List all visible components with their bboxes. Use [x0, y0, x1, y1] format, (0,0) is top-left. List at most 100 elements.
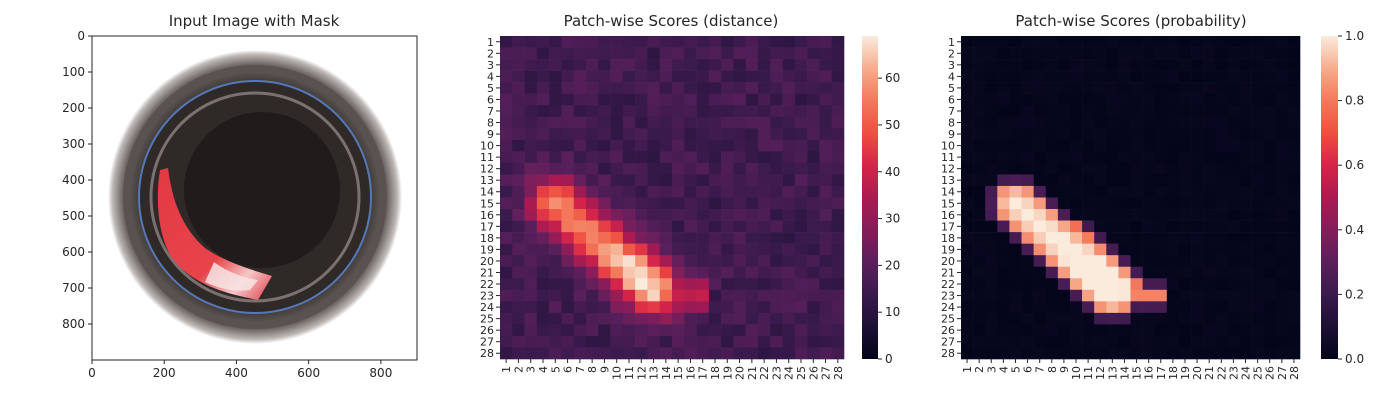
heatmap-cell	[1227, 197, 1240, 210]
heatmap-cell	[1057, 47, 1071, 60]
heatmap-cell	[659, 347, 673, 360]
heatmap-cell	[524, 116, 538, 129]
heatmap-cell	[985, 174, 998, 187]
heatmap-cell	[1178, 47, 1192, 60]
heatmap-cell	[807, 128, 820, 141]
heatmap-cell	[561, 36, 575, 48]
y-tick-label: 2	[487, 47, 494, 60]
heatmap-cell	[1178, 209, 1192, 221]
heatmap-cell	[758, 174, 771, 187]
heatmap-cell	[684, 232, 697, 244]
heatmap-cell	[635, 70, 648, 83]
heatmap-cell	[672, 105, 685, 118]
x-tick-label: 10	[1070, 366, 1083, 380]
heatmap-cell	[1203, 243, 1216, 256]
heatmap-cell	[1239, 116, 1252, 129]
heatmap-cell	[1142, 243, 1156, 256]
heatmap-cell	[647, 243, 661, 256]
heatmap-cell	[1118, 255, 1131, 268]
heatmap-cell	[1166, 266, 1180, 279]
heatmap-cell	[672, 278, 685, 291]
heatmap-cell	[831, 82, 845, 94]
panel-title: Patch-wise Scores (probability)	[1015, 12, 1246, 30]
y-tick-label: 4	[948, 70, 955, 83]
heatmap-cell	[721, 347, 734, 360]
heatmap-cell	[1057, 301, 1071, 314]
heatmap-cell	[1154, 70, 1168, 83]
y-tick-label: 21	[480, 266, 494, 279]
heatmap-cell	[721, 278, 734, 291]
heatmap-cell	[1154, 335, 1168, 348]
y-tick-label: 700	[62, 281, 85, 295]
heatmap-cell	[758, 128, 771, 141]
heatmap-cell	[1239, 255, 1252, 268]
heatmap-cell	[721, 162, 734, 175]
heatmap-cell	[1009, 128, 1022, 141]
heatmap-cell	[622, 255, 636, 268]
x-tick-label: 5	[549, 366, 562, 373]
heatmap-cell	[500, 335, 513, 348]
heatmap-cell	[561, 105, 575, 118]
heatmap-cell	[782, 70, 796, 83]
heatmap-cell	[1275, 347, 1289, 360]
heatmap-cell	[1203, 174, 1216, 187]
heatmap-cell	[1045, 162, 1059, 175]
heatmap-cell	[1069, 139, 1083, 152]
heatmap-cell	[831, 255, 845, 268]
heatmap-cell	[997, 116, 1010, 129]
heatmap-cell	[794, 151, 808, 164]
heatmap-cell	[586, 151, 599, 164]
heatmap-cell	[1130, 197, 1143, 210]
heatmap-cell	[1251, 116, 1264, 129]
heatmap-cell	[1033, 36, 1047, 48]
heatmap-cell	[831, 232, 845, 244]
heatmap-cell	[794, 70, 808, 83]
heatmap-cell	[1203, 289, 1216, 302]
heatmap-cell	[1082, 93, 1095, 106]
heatmap-cell	[1154, 347, 1168, 360]
heatmap-cell	[549, 324, 562, 337]
heatmap-cell	[1069, 301, 1083, 314]
heatmap-cell	[819, 139, 833, 152]
heatmap-cell	[647, 139, 661, 152]
heatmap-cell	[512, 93, 525, 106]
heatmap-cell	[1118, 185, 1131, 198]
heatmap-cell	[586, 312, 599, 325]
heatmap-cell	[733, 36, 747, 48]
heatmap-cell	[831, 301, 845, 314]
heatmap-cell	[1287, 324, 1301, 337]
heatmap-cell	[500, 255, 513, 268]
heatmap-cell	[1239, 70, 1252, 83]
heatmap-cell	[573, 139, 587, 152]
heatmap-cell	[1251, 59, 1264, 71]
x-tick-label: 23	[770, 366, 783, 380]
heatmap-cell	[1287, 220, 1301, 233]
heatmap-cell	[696, 116, 710, 129]
heatmap-cell	[819, 232, 833, 244]
heatmap-cell	[1057, 82, 1071, 94]
heatmap-cell	[659, 278, 673, 291]
heatmap-cell	[647, 312, 661, 325]
heatmap-cell	[1106, 36, 1119, 48]
heatmap-cell	[831, 47, 845, 60]
heatmap-cell	[573, 232, 587, 244]
heatmap-cell	[610, 243, 624, 256]
heatmap-cell	[831, 116, 845, 129]
heatmap-cell	[1239, 335, 1252, 348]
y-tick-label: 2	[948, 47, 955, 60]
heatmap-cell	[708, 116, 722, 129]
heatmap-cell	[1178, 347, 1192, 360]
heatmap-cell	[573, 47, 587, 60]
heatmap-cell	[1191, 139, 1204, 152]
heatmap-cell	[598, 116, 611, 129]
heatmap-cell	[586, 105, 599, 118]
heatmap-cell	[1142, 47, 1156, 60]
heatmap-cell	[1191, 162, 1204, 175]
heatmap-cell	[745, 47, 759, 60]
heatmap-cell	[672, 116, 685, 129]
heatmap-cell	[586, 243, 599, 256]
heatmap-cell	[1033, 59, 1047, 71]
heatmap-cell	[500, 93, 513, 106]
heatmap-cell	[745, 243, 759, 256]
heatmap-cell	[635, 128, 648, 141]
